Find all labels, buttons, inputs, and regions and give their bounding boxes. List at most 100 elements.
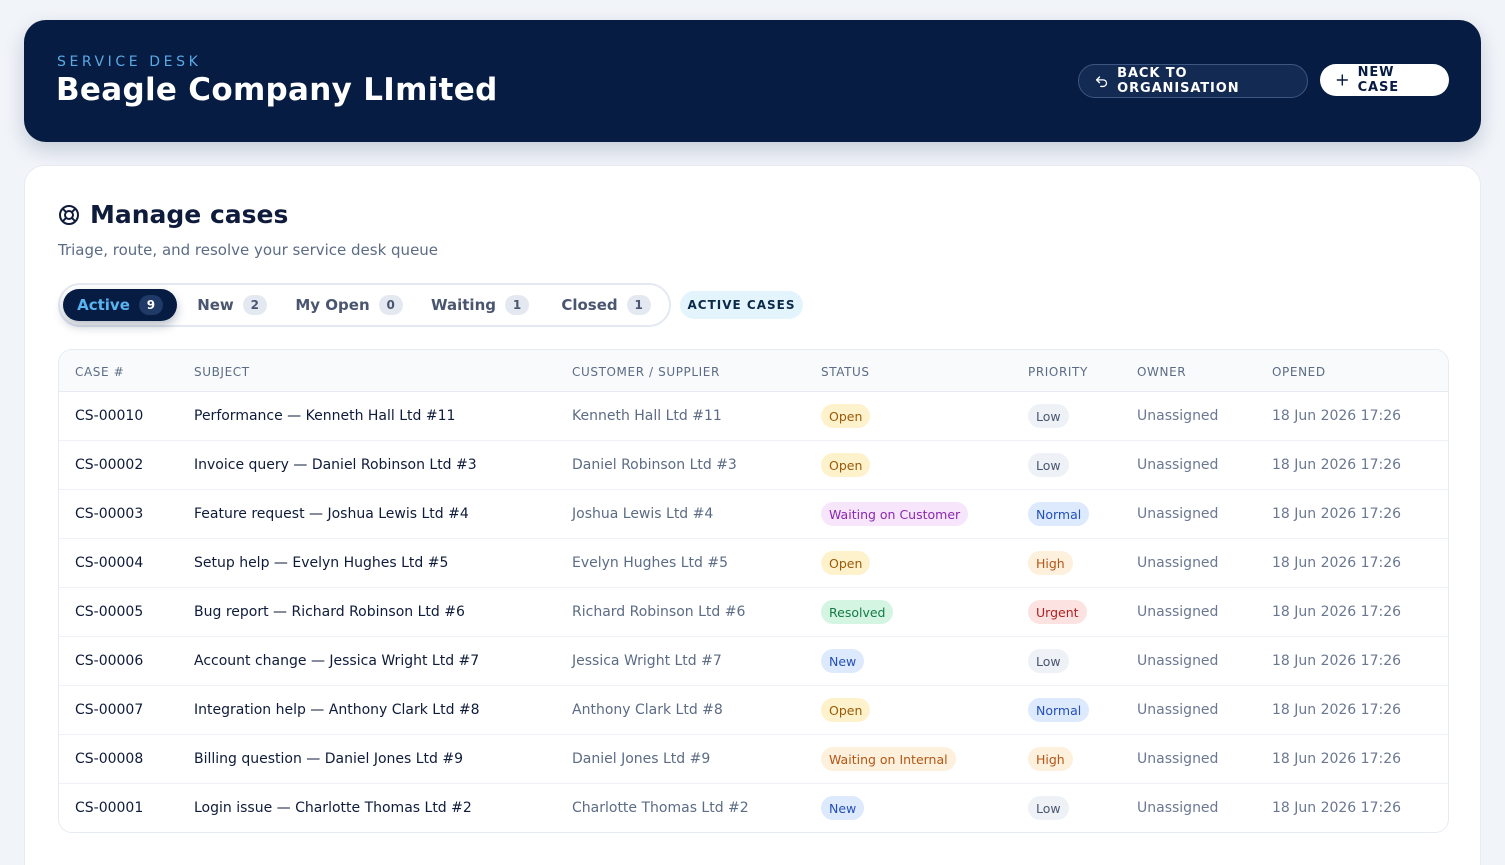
column-header-case[interactable]: CASE # (75, 365, 125, 379)
tab-label: My Open (295, 296, 370, 314)
priority-badge: Urgent (1028, 600, 1087, 624)
case-owner: Unassigned (1137, 457, 1219, 473)
back-to-organisation-button[interactable]: BACK TO ORGANISATION (1078, 64, 1308, 98)
case-opened-date: 18 Jun 2026 17:26 (1272, 751, 1402, 767)
case-subject[interactable]: Bug report — Richard Robinson Ltd #6 (194, 604, 465, 620)
case-opened-date: 18 Jun 2026 17:26 (1272, 457, 1402, 473)
case-customer[interactable]: Evelyn Hughes Ltd #5 (572, 555, 729, 571)
table-row[interactable]: CS-00007 Integration help — Anthony Clar… (59, 686, 1448, 735)
case-customer[interactable]: Charlotte Thomas Ltd #2 (572, 800, 749, 816)
case-number[interactable]: CS-00005 (75, 604, 144, 620)
case-customer[interactable]: Anthony Clark Ltd #8 (572, 702, 723, 718)
page-subtitle: Triage, route, and resolve your service … (58, 241, 439, 259)
table-row[interactable]: CS-00005 Bug report — Richard Robinson L… (59, 588, 1448, 637)
case-subject[interactable]: Feature request — Joshua Lewis Ltd #4 (194, 506, 469, 522)
tab-count-badge: 9 (138, 295, 163, 315)
table-row[interactable]: CS-00002 Invoice query — Daniel Robinson… (59, 441, 1448, 490)
status-badge: Resolved (821, 600, 894, 624)
case-number[interactable]: CS-00004 (75, 555, 144, 571)
priority-badge: Low (1028, 796, 1069, 820)
case-subject[interactable]: Billing question — Daniel Jones Ltd #9 (194, 751, 464, 767)
case-subject[interactable]: Integration help — Anthony Clark Ltd #8 (194, 702, 480, 718)
case-number[interactable]: CS-00007 (75, 702, 144, 718)
active-cases-pill: ACTIVE CASES (680, 291, 803, 319)
page-header: SERVICE DESK Beagle Company LImited BACK… (24, 20, 1481, 142)
case-customer[interactable]: Daniel Robinson Ltd #3 (572, 457, 737, 473)
new-case-label: NEW CASE (1357, 65, 1400, 95)
status-badge: Open (821, 404, 871, 428)
case-customer[interactable]: Daniel Jones Ltd #9 (572, 751, 711, 767)
case-opened-date: 18 Jun 2026 17:26 (1272, 702, 1402, 718)
case-customer[interactable]: Kenneth Hall Ltd #11 (572, 408, 722, 424)
table-row[interactable]: CS-00008 Billing question — Daniel Jones… (59, 735, 1448, 784)
case-filter-tabs: Active 9 New 2 My Open 0 Waiting 1 Close… (58, 283, 671, 327)
case-owner: Unassigned (1137, 506, 1219, 522)
case-number[interactable]: CS-00003 (75, 506, 144, 522)
status-badge: Open (821, 453, 871, 477)
status-badge: Waiting on Customer (821, 502, 969, 526)
case-opened-date: 18 Jun 2026 17:26 (1272, 653, 1402, 669)
tab-waiting[interactable]: Waiting 1 (421, 289, 539, 321)
tab-count-badge: 1 (505, 295, 529, 315)
status-badge: New (821, 649, 865, 673)
tab-label: Waiting (430, 296, 496, 314)
case-number[interactable]: CS-00008 (75, 751, 144, 767)
table-header-row: CASE # SUBJECT CUSTOMER / SUPPLIER STATU… (59, 350, 1448, 392)
priority-badge: Low (1028, 404, 1069, 428)
table-row[interactable]: CS-00010 Performance — Kenneth Hall Ltd … (59, 392, 1448, 441)
status-badge: Open (821, 698, 871, 722)
case-subject[interactable]: Account change — Jessica Wright Ltd #7 (194, 653, 480, 669)
case-opened-date: 18 Jun 2026 17:26 (1272, 604, 1402, 620)
page-title: Manage cases (90, 200, 289, 229)
case-number[interactable]: CS-00006 (75, 653, 144, 669)
status-badge: Waiting on Internal (821, 747, 956, 771)
case-owner: Unassigned (1137, 702, 1219, 718)
cases-table: CASE # SUBJECT CUSTOMER / SUPPLIER STATU… (58, 349, 1449, 833)
table-row[interactable]: CS-00004 Setup help — Evelyn Hughes Ltd … (59, 539, 1448, 588)
column-header-owner[interactable]: OWNER (1137, 365, 1187, 379)
case-customer[interactable]: Jessica Wright Ltd #7 (572, 653, 722, 669)
case-customer[interactable]: Joshua Lewis Ltd #4 (572, 506, 714, 522)
column-header-status[interactable]: STATUS (821, 365, 870, 379)
case-opened-date: 18 Jun 2026 17:26 (1272, 555, 1402, 571)
case-number[interactable]: CS-00001 (75, 800, 144, 816)
tab-new[interactable]: New 2 (184, 289, 280, 321)
case-subject[interactable]: Login issue — Charlotte Thomas Ltd #2 (194, 800, 472, 816)
table-row[interactable]: CS-00001 Login issue — Charlotte Thomas … (59, 784, 1448, 832)
priority-badge: High (1028, 747, 1073, 771)
column-header-subject[interactable]: SUBJECT (194, 365, 250, 379)
tab-count-badge: 0 (378, 295, 403, 315)
column-header-customer[interactable]: CUSTOMER / SUPPLIER (572, 365, 720, 379)
tab-my-open[interactable]: My Open 0 (287, 289, 411, 321)
column-header-priority[interactable]: PRIORITY (1028, 365, 1088, 379)
case-owner: Unassigned (1137, 800, 1219, 816)
column-header-opened[interactable]: OPENED (1272, 365, 1326, 379)
case-number[interactable]: CS-00002 (75, 457, 144, 473)
case-owner: Unassigned (1137, 555, 1219, 571)
case-owner: Unassigned (1137, 604, 1219, 620)
tab-count-badge: 1 (626, 295, 651, 315)
case-subject[interactable]: Setup help — Evelyn Hughes Ltd #5 (194, 555, 449, 571)
case-subject[interactable]: Invoice query — Daniel Robinson Ltd #3 (194, 457, 477, 473)
table-row[interactable]: CS-00003 Feature request — Joshua Lewis … (59, 490, 1448, 539)
priority-badge: Normal (1028, 698, 1090, 722)
tab-closed[interactable]: Closed 1 (550, 289, 662, 321)
priority-badge: Normal (1028, 502, 1090, 526)
section-heading: Manage cases (58, 200, 288, 229)
case-number[interactable]: CS-00010 (75, 408, 144, 424)
case-customer[interactable]: Richard Robinson Ltd #6 (572, 604, 746, 620)
status-badge: New (821, 796, 865, 820)
table-row[interactable]: CS-00006 Account change — Jessica Wright… (59, 637, 1448, 686)
header-eyebrow: SERVICE DESK (57, 54, 202, 70)
tab-active[interactable]: Active 9 (63, 289, 177, 321)
tab-count-badge: 2 (242, 295, 267, 315)
tab-label: New (197, 296, 234, 314)
case-opened-date: 18 Jun 2026 17:26 (1272, 408, 1402, 424)
case-subject[interactable]: Performance — Kenneth Hall Ltd #11 (194, 408, 456, 424)
tab-label: Active (77, 296, 130, 314)
case-owner: Unassigned (1137, 653, 1219, 669)
manage-cases-card: Manage cases Triage, route, and resolve … (24, 165, 1481, 865)
new-case-button[interactable]: NEW CASE (1320, 64, 1449, 96)
back-to-organisation-label: BACK TO ORGANISATION (1117, 66, 1240, 96)
status-badge: Open (821, 551, 871, 575)
